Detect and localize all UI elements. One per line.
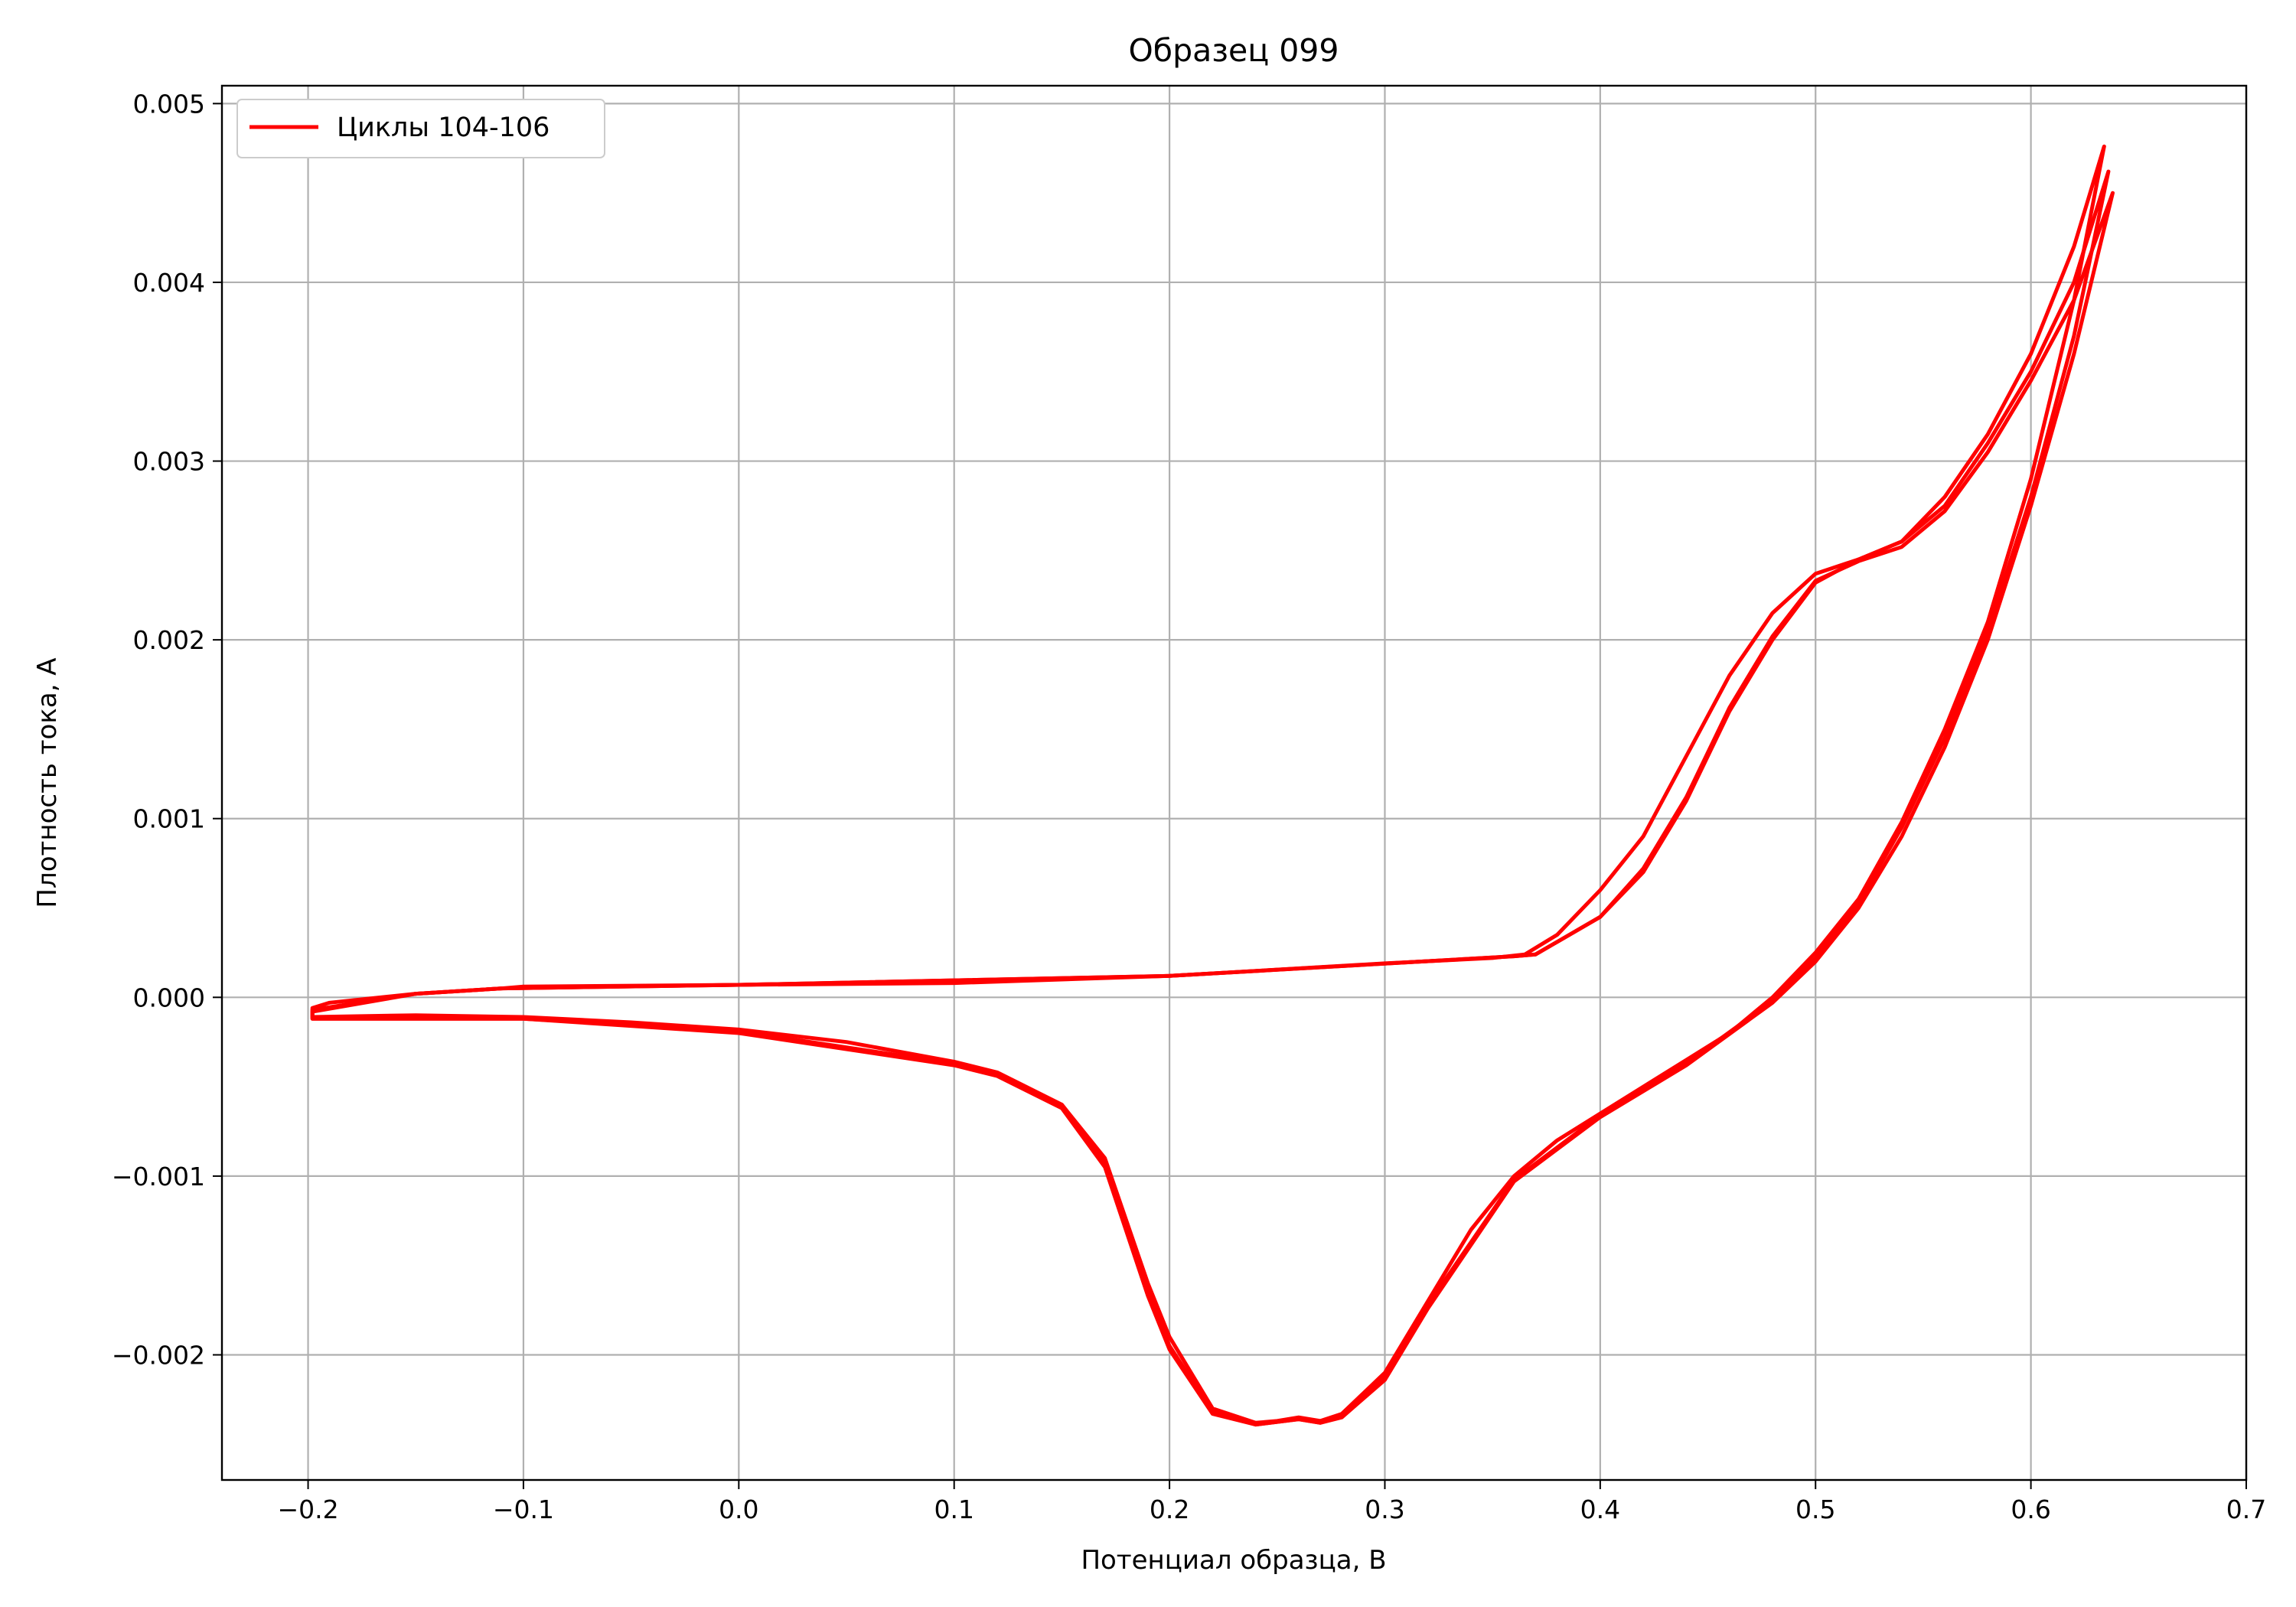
legend-box <box>236 99 605 158</box>
legend: Циклы 104-106 <box>236 99 605 158</box>
x-axis-label: Потенциал образца, В <box>1081 1545 1386 1576</box>
x-tick-label: −0.2 <box>277 1495 338 1524</box>
x-tick-label: 0.2 <box>1150 1495 1189 1524</box>
x-tick-label: 0.7 <box>2226 1495 2266 1524</box>
series-line-cycle-3 <box>310 191 2115 1427</box>
plot-frame <box>220 84 2248 1482</box>
y-tick-label: 0.002 <box>133 625 205 655</box>
x-tick-label: 0.3 <box>1365 1495 1404 1524</box>
x-tick-label: 0.4 <box>1580 1495 1620 1524</box>
x-tick-label: −0.1 <box>493 1495 554 1524</box>
x-tick-label: 0.0 <box>719 1495 758 1524</box>
chart-title: Образец 099 <box>1129 32 1339 69</box>
x-tick-label: 0.6 <box>2011 1495 2050 1524</box>
y-tick-label: −0.001 <box>112 1162 205 1191</box>
y-tick-label: 0.001 <box>133 804 205 834</box>
y-axis-label: Плотность тока, А <box>32 657 63 908</box>
y-tick-label: 0.000 <box>133 983 205 1012</box>
y-tick-label: −0.002 <box>112 1340 205 1370</box>
x-tick-label: 0.5 <box>1795 1495 1835 1524</box>
legend-label: Циклы 104-106 <box>337 112 550 143</box>
y-tick-label: 0.005 <box>133 89 205 119</box>
y-tick-label: 0.003 <box>133 447 205 477</box>
x-tick-label: 0.1 <box>934 1495 974 1524</box>
x-axis-ticks: −0.2 −0.1 0.0 0.1 0.2 0.3 0.4 0.5 0.6 0.7 <box>277 1480 2266 1524</box>
y-axis-ticks: −0.002 −0.001 0.000 0.001 0.002 0.003 0.004 0.0… <box>112 89 222 1370</box>
series-layer <box>310 144 2115 1427</box>
y-tick-label: 0.004 <box>133 268 205 298</box>
